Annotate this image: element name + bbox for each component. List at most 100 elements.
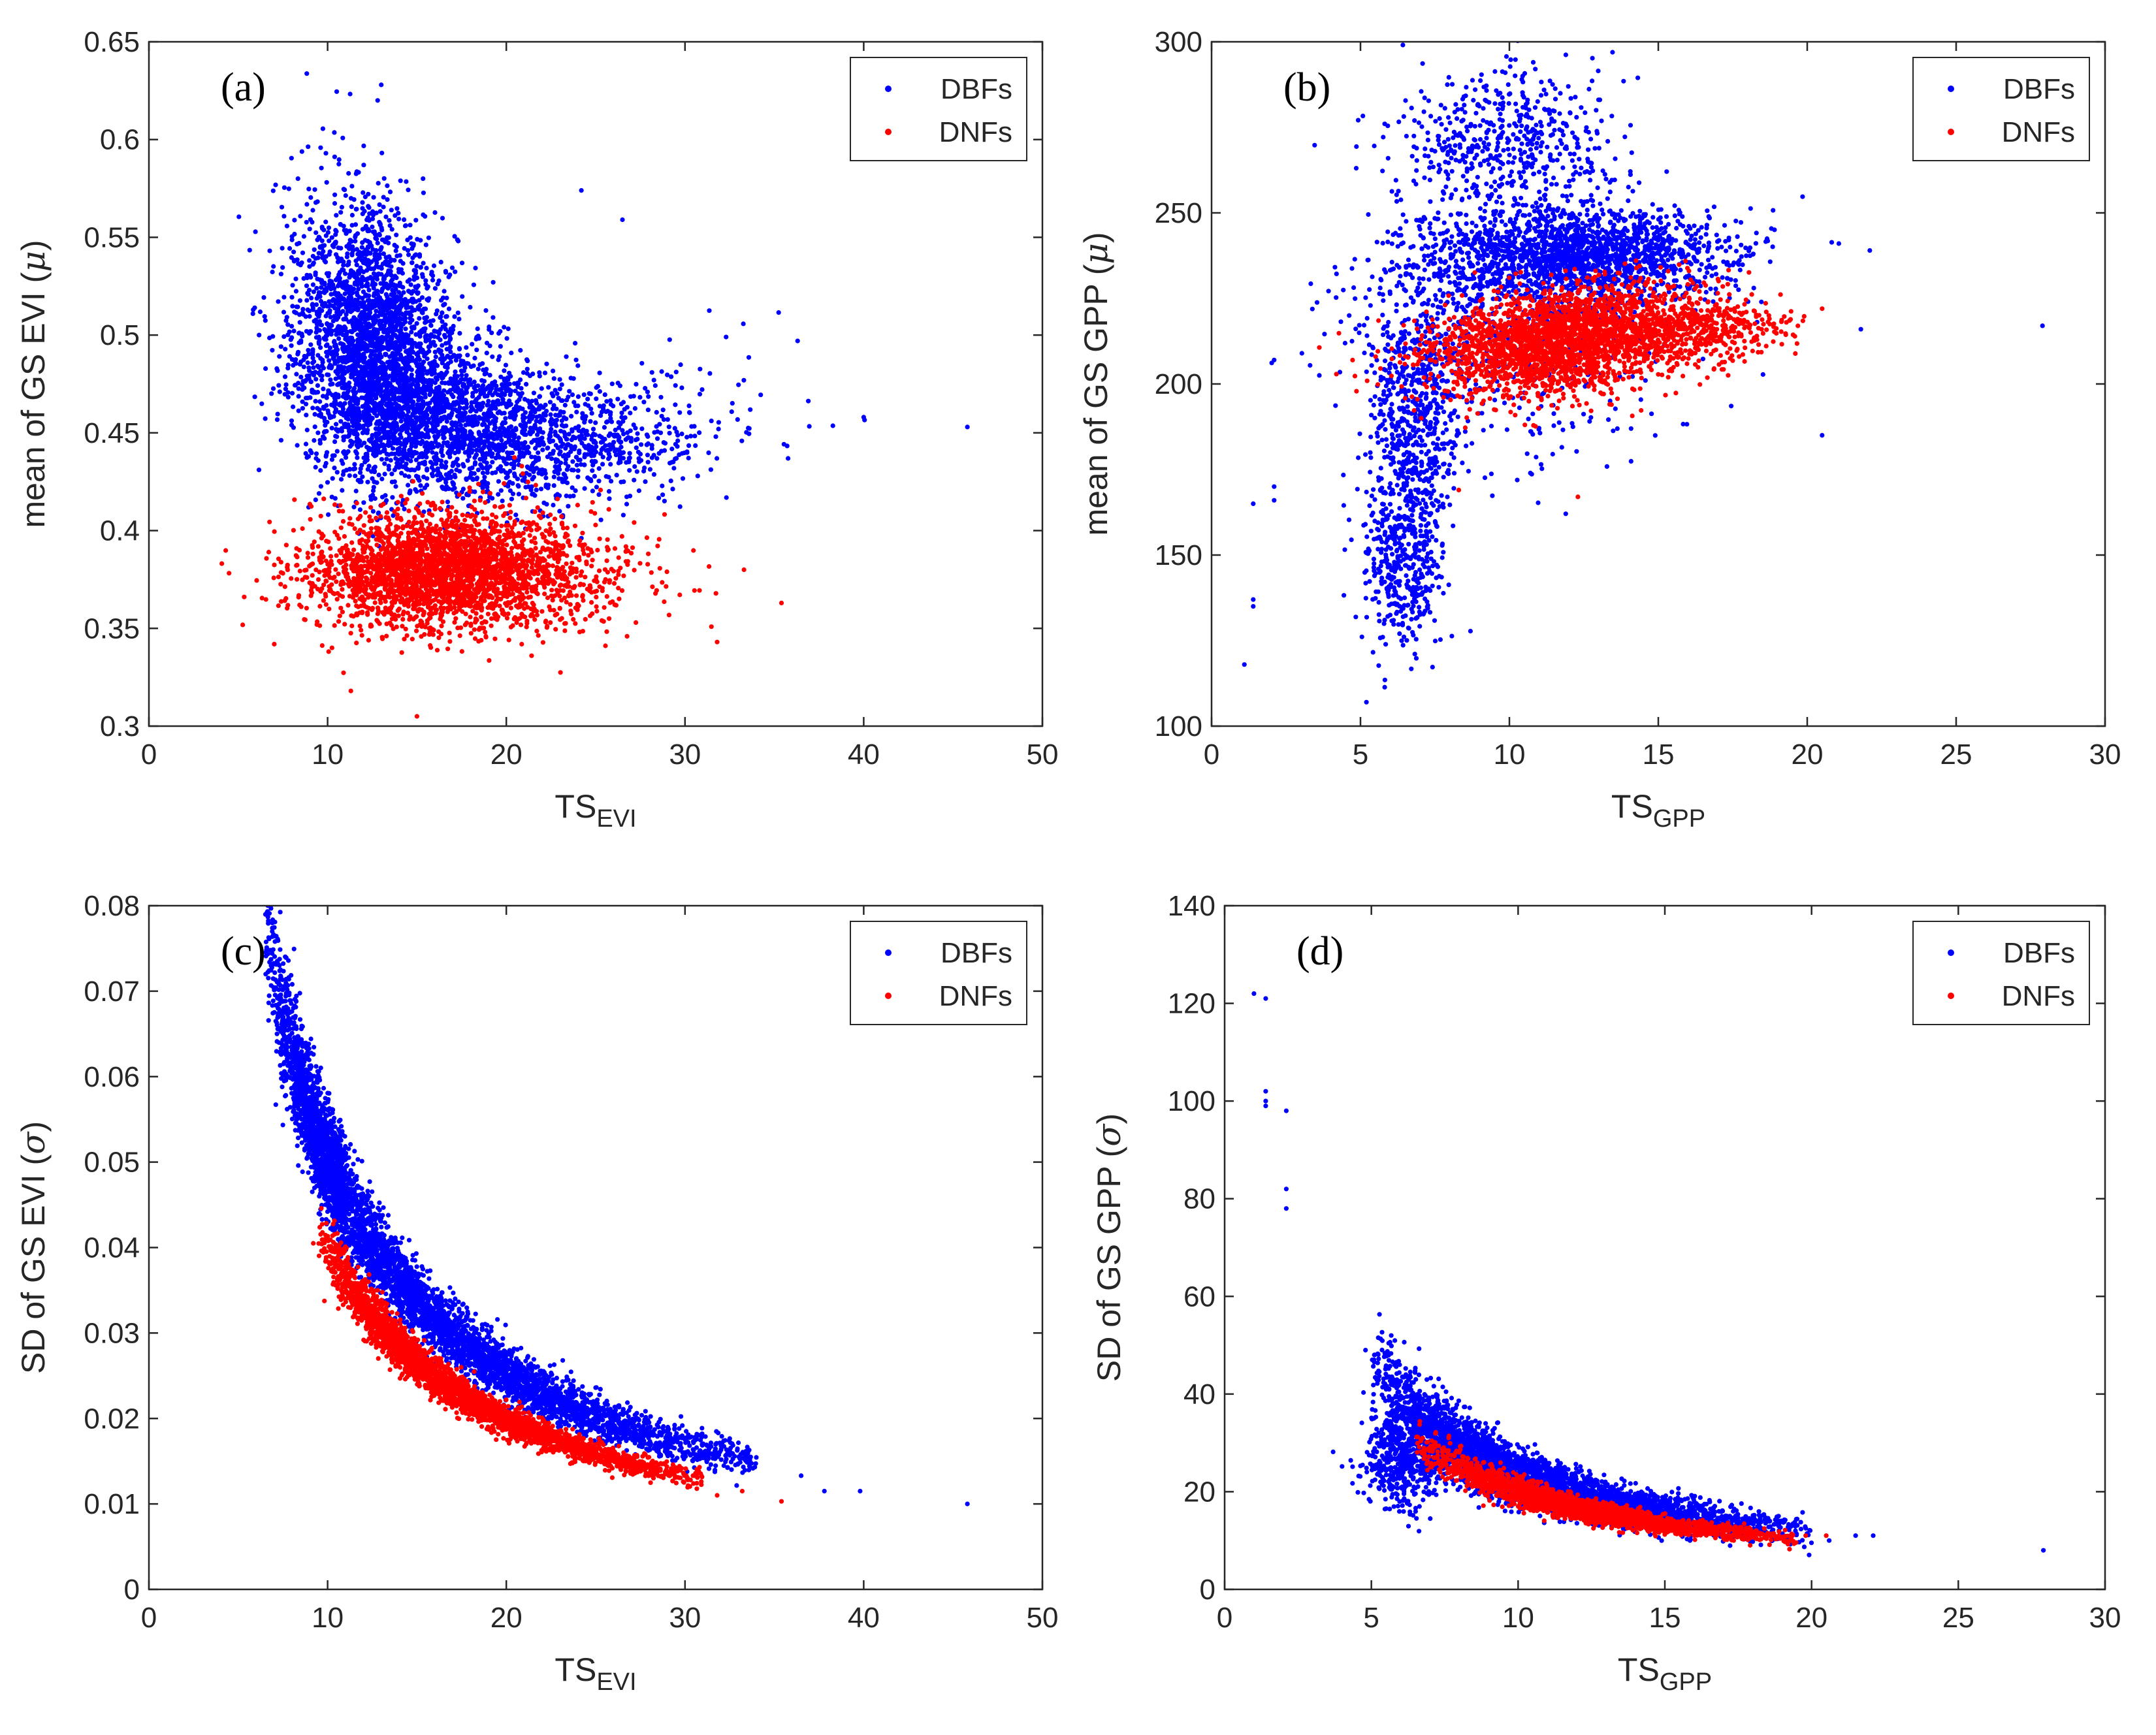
data-point bbox=[374, 515, 379, 521]
data-point bbox=[400, 451, 405, 456]
data-point bbox=[381, 324, 386, 329]
data-point bbox=[432, 286, 438, 291]
data-point bbox=[308, 217, 313, 222]
data-point bbox=[391, 294, 396, 300]
data-point bbox=[310, 387, 315, 392]
data-point bbox=[375, 385, 380, 390]
data-point bbox=[347, 272, 353, 277]
data-point bbox=[370, 433, 375, 438]
data-point bbox=[482, 475, 487, 480]
data-point bbox=[333, 407, 338, 412]
data-point bbox=[302, 354, 308, 359]
data-point bbox=[385, 183, 390, 188]
data-point bbox=[425, 483, 430, 488]
data-point bbox=[316, 290, 321, 295]
data-point bbox=[443, 477, 448, 483]
data-point bbox=[467, 442, 473, 447]
data-point bbox=[352, 385, 357, 391]
data-point bbox=[369, 243, 374, 249]
data-point bbox=[385, 442, 391, 447]
data-point bbox=[344, 312, 349, 317]
data-point bbox=[440, 343, 445, 348]
data-point bbox=[654, 456, 660, 461]
data-point bbox=[335, 259, 341, 264]
data-point bbox=[391, 513, 396, 518]
data-point bbox=[516, 435, 521, 441]
data-point bbox=[285, 394, 291, 400]
data-point bbox=[417, 362, 422, 367]
data-point bbox=[485, 428, 491, 434]
data-point bbox=[472, 355, 477, 361]
data-point bbox=[287, 329, 292, 334]
data-point bbox=[519, 390, 524, 396]
data-point bbox=[368, 388, 373, 394]
data-point bbox=[356, 268, 361, 274]
data-point bbox=[502, 428, 507, 434]
data-point bbox=[735, 417, 740, 422]
data-point bbox=[507, 398, 512, 404]
data-point bbox=[413, 444, 419, 449]
data-point bbox=[336, 157, 342, 162]
data-point bbox=[451, 353, 457, 358]
data-point bbox=[361, 357, 366, 362]
data-point bbox=[602, 424, 607, 430]
data-point bbox=[540, 447, 545, 453]
data-point bbox=[315, 430, 321, 436]
data-point bbox=[344, 254, 350, 259]
data-point bbox=[356, 375, 361, 381]
data-point bbox=[409, 330, 414, 335]
data-point bbox=[697, 430, 702, 436]
data-point bbox=[498, 488, 504, 493]
data-point bbox=[538, 436, 543, 442]
data-point bbox=[308, 195, 314, 200]
data-point bbox=[555, 391, 560, 396]
data-point bbox=[406, 399, 411, 404]
data-point bbox=[557, 413, 562, 418]
data-point bbox=[357, 624, 362, 629]
data-point bbox=[361, 289, 366, 294]
data-point bbox=[398, 283, 403, 289]
data-point bbox=[698, 366, 703, 372]
data-point bbox=[375, 240, 380, 246]
data-point bbox=[479, 464, 484, 469]
data-point bbox=[510, 481, 515, 486]
data-point bbox=[421, 261, 426, 266]
data-point bbox=[303, 441, 309, 447]
data-point bbox=[781, 441, 786, 447]
data-point bbox=[624, 494, 630, 500]
data-point bbox=[318, 468, 323, 473]
data-point bbox=[366, 287, 372, 293]
data-point bbox=[636, 456, 641, 461]
data-point bbox=[401, 424, 406, 429]
data-point bbox=[724, 334, 729, 340]
data-point bbox=[289, 357, 295, 362]
data-point bbox=[420, 438, 425, 444]
data-point bbox=[401, 398, 406, 404]
data-point bbox=[594, 396, 599, 402]
data-point bbox=[615, 396, 620, 402]
data-point bbox=[344, 329, 349, 334]
data-point bbox=[423, 434, 428, 439]
data-point bbox=[404, 179, 409, 184]
data-point bbox=[341, 263, 346, 268]
data-point bbox=[309, 295, 314, 300]
data-point bbox=[353, 258, 359, 263]
data-point bbox=[516, 492, 522, 497]
data-point bbox=[546, 385, 551, 390]
data-point bbox=[332, 360, 338, 366]
data-point bbox=[547, 451, 553, 456]
data-point bbox=[308, 342, 314, 347]
data-point bbox=[651, 472, 657, 477]
data-point bbox=[363, 261, 368, 266]
data-point bbox=[357, 507, 363, 513]
data-point bbox=[313, 317, 319, 323]
data-point bbox=[506, 484, 511, 489]
data-point bbox=[343, 193, 348, 199]
data-point bbox=[455, 463, 461, 468]
data-point bbox=[378, 347, 383, 353]
data-point bbox=[372, 468, 377, 473]
data-point bbox=[320, 126, 325, 131]
data-point bbox=[515, 483, 521, 488]
data-point bbox=[323, 337, 329, 342]
